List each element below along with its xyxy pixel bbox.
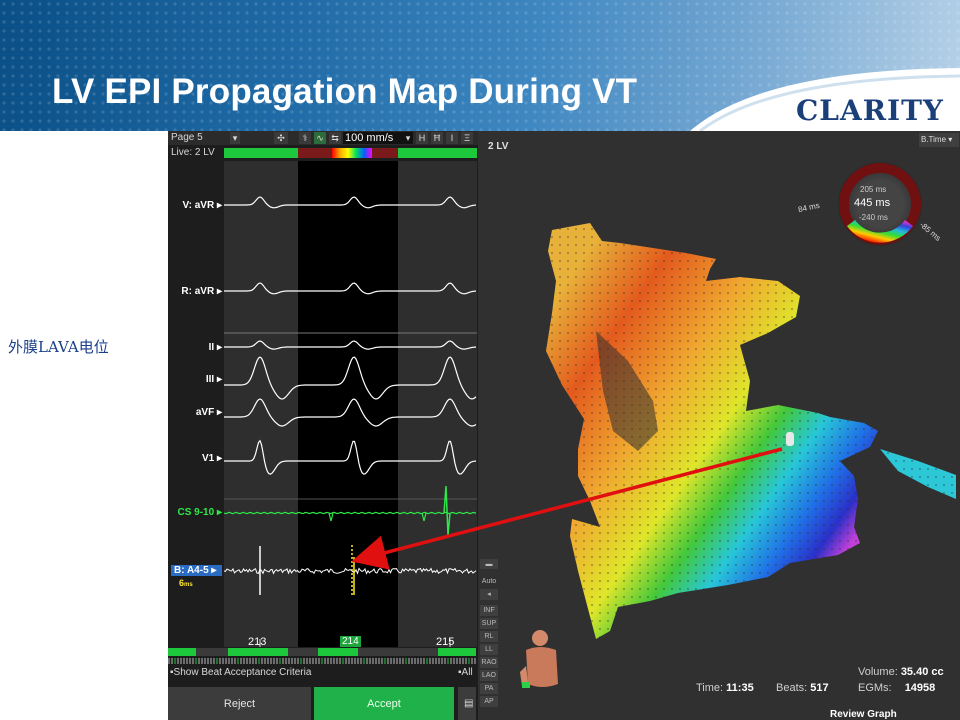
slide-header: LV EPI Propagation Map During VT CLARITY <box>0 0 960 131</box>
beat-label-215: 215 <box>436 636 455 648</box>
ecg-strip-area[interactable] <box>224 161 477 647</box>
accept-button[interactable]: Accept <box>314 687 454 720</box>
catheter-tip <box>786 432 794 446</box>
view-inf-button[interactable]: INF <box>480 605 498 616</box>
view-sup-button[interactable]: SUP <box>480 618 498 629</box>
view-ll-button[interactable]: LL <box>480 644 498 655</box>
beat-label-214[interactable]: 214 <box>340 636 361 647</box>
lead-label-r-avr: R: aVR ▸ <box>181 286 222 297</box>
strip-toolbar: Page 5 ▾ ✣ ⚕ ∿ ⇆ 100 mm/s ▾ H Ħ I Ξ <box>168 131 478 145</box>
time-stat: Time: 11:35 <box>696 682 754 694</box>
side-note-label: 外膜LAVA电位 <box>8 338 109 356</box>
clarity-logo: CLARITY <box>796 94 944 127</box>
reject-button[interactable]: Reject <box>168 687 311 720</box>
beat-timeline[interactable] <box>168 648 476 666</box>
ring-bottom-value: -240 ms <box>859 213 888 222</box>
live-map-label: Live: 2 LV <box>171 147 215 158</box>
ring-center-value: 445 ms <box>854 197 891 209</box>
beats-stat: Beats: 517 <box>776 682 829 694</box>
beat-label-213: 213 <box>248 636 267 648</box>
lead-label-cs-9-10: CS 9-10 ▸ <box>177 507 223 518</box>
orientation-torso-icon[interactable] <box>518 626 568 696</box>
view-rl-button[interactable]: RL <box>480 631 498 642</box>
lead-label-avf: aVF ▸ <box>195 407 222 418</box>
header-dot-pattern <box>0 0 960 131</box>
all-checkbox[interactable]: ▪All <box>458 667 473 678</box>
review-graph-tab[interactable]: Review Graph <box>830 709 897 720</box>
marker-h-icon[interactable]: H <box>416 132 428 144</box>
caliper-icon[interactable]: ⇆ <box>329 132 341 144</box>
speed-dropdown-icon[interactable]: ▾ <box>404 132 412 144</box>
lead-label-v1: V1 ▸ <box>201 453 222 464</box>
marker-i-icon[interactable]: I <box>446 132 458 144</box>
map-name-label: 2 LV <box>488 141 509 152</box>
mapping-app: Page 5 ▾ ✣ ⚕ ∿ ⇆ 100 mm/s ▾ H Ħ I Ξ Live… <box>168 131 960 720</box>
egms-stat: EGMs: 14958 <box>858 682 936 694</box>
view-ap-button[interactable]: AP <box>480 696 498 707</box>
lead-select-icon[interactable]: ⚕ <box>299 132 311 144</box>
page-dropdown-icon[interactable]: ▾ <box>230 132 240 144</box>
view-collapse-icon[interactable]: ◂ <box>480 589 498 600</box>
timing-ring <box>838 162 922 246</box>
map-view[interactable]: 2 LV B.Time ▾ <box>478 131 960 720</box>
timeline-window-bar[interactable] <box>224 146 477 160</box>
annotation-tool-icon[interactable]: ✣ <box>274 132 288 144</box>
view-lao-button[interactable]: LAO <box>480 670 498 681</box>
lead-label-v-avr: V: aVR ▸ <box>182 200 223 211</box>
lead-label-ii: II ▸ <box>208 342 222 353</box>
lead-label-iii: III ▸ <box>205 374 222 385</box>
marker-hh-icon[interactable]: Ħ <box>431 132 443 144</box>
marker-x-icon[interactable]: Ξ <box>461 132 473 144</box>
ecg-traces <box>224 196 477 647</box>
sweep-speed-select[interactable]: 100 mm/s <box>343 132 413 144</box>
show-criteria-checkbox[interactable]: ▪Show Beat Acceptance Criteria <box>170 667 312 678</box>
view-tools-icon[interactable]: ▬ <box>480 559 498 569</box>
view-pa-button[interactable]: PA <box>480 683 498 694</box>
view-auto-button[interactable]: Auto <box>481 578 497 585</box>
map-mode-select[interactable]: B.Time ▾ <box>919 133 959 147</box>
view-rao-button[interactable]: RAO <box>480 657 498 668</box>
lead-measurement: 6ms <box>179 578 193 588</box>
volume-stat: Volume: 35.40 cc <box>858 666 944 678</box>
options-icon[interactable]: ▤ <box>458 687 476 720</box>
ring-top-value: 205 ms <box>860 185 887 194</box>
lead-label-b-a4-5[interactable]: B: A4-5 ▸ <box>171 565 222 576</box>
page-label: Page 5 <box>171 132 203 143</box>
waveform-tool-icon[interactable]: ∿ <box>314 132 326 144</box>
slide-title: LV EPI Propagation Map During VT <box>52 72 638 111</box>
